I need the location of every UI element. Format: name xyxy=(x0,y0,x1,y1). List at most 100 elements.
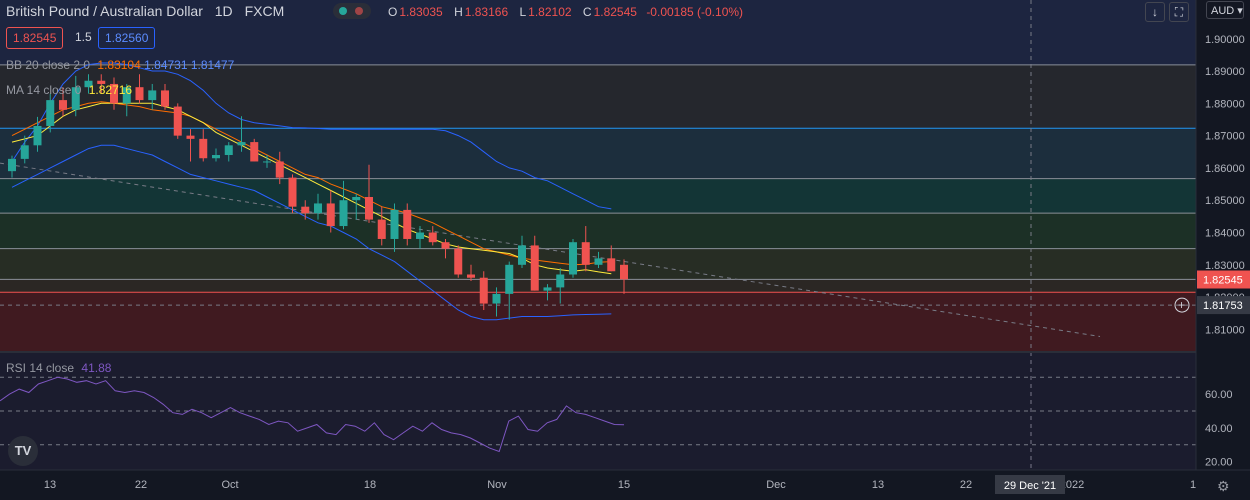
candle-body xyxy=(199,138,208,159)
rsi-legend[interactable]: RSI 14 close 41.88 xyxy=(6,361,111,375)
candle-body xyxy=(620,264,628,280)
bb-upper-value: 1.84731 xyxy=(144,58,188,72)
ma-value: 1.82716 xyxy=(88,83,133,97)
bb-legend[interactable]: BB 20 close 2 0 1.83104 1.84731 1.81477 xyxy=(6,58,234,72)
candle-body xyxy=(594,258,603,265)
candle-body xyxy=(339,200,348,227)
open-value: 1.83035 xyxy=(399,5,443,19)
chart-header: British Pound / Australian Dollar 1D FXC… xyxy=(6,3,284,19)
price-tick-label: 1.90000 xyxy=(1205,34,1245,46)
rsi-tick-label: 20.00 xyxy=(1205,457,1233,469)
candle-body xyxy=(288,177,297,207)
candle-body xyxy=(46,100,55,126)
candle-body xyxy=(365,196,373,220)
level-zone xyxy=(0,213,1196,249)
ohlc-values: O 1.83035 H 1.83166 L 1.82102 C 1.82545 -0.0… xyxy=(388,5,745,19)
status-dot-icon xyxy=(355,7,363,15)
gear-icon[interactable]: ⚙ xyxy=(1217,478,1230,494)
bb-lower-value: 1.81477 xyxy=(190,58,235,72)
candle-body xyxy=(428,232,437,243)
price-tick-label: 1.81000 xyxy=(1205,324,1245,336)
candle-body xyxy=(212,155,220,159)
candle-body xyxy=(416,232,424,239)
candle-body xyxy=(173,106,182,136)
candle-body xyxy=(556,274,565,288)
crosshair-price-badge xyxy=(1197,296,1250,315)
candle-body xyxy=(148,90,157,101)
time-tick-label: 2022 xyxy=(1060,479,1084,491)
price-tick-label: 1.86000 xyxy=(1205,163,1245,175)
candle-body xyxy=(250,142,259,162)
plus-icon: + xyxy=(1178,298,1185,312)
candle-body xyxy=(581,242,590,265)
level-zone xyxy=(0,292,1196,352)
candle-body xyxy=(275,161,284,178)
candle-body xyxy=(403,209,412,239)
time-tick-label: Dec xyxy=(766,479,786,491)
candle-body xyxy=(84,80,93,88)
add-alert-icon xyxy=(1174,297,1190,313)
crosshair-date-label: 29 Dec '21 xyxy=(1004,480,1056,492)
rsi-name: RSI 14 close xyxy=(6,361,75,375)
price-axis-background xyxy=(1196,0,1250,470)
bb-name: BB 20 close 2 0 xyxy=(6,58,91,72)
candle-body xyxy=(492,293,501,304)
close-label: C xyxy=(582,5,592,19)
buy-price-box[interactable]: 1.82560 xyxy=(98,27,156,49)
candle-body xyxy=(569,242,577,275)
market-status-toggle[interactable] xyxy=(333,3,371,19)
candle-body xyxy=(237,142,246,146)
high-value: 1.83166 xyxy=(464,5,509,19)
candle-body xyxy=(97,80,106,84)
candle-body xyxy=(71,87,80,110)
candle-body xyxy=(352,196,361,201)
ma-legend[interactable]: MA 14 close 0 1.82716 xyxy=(6,83,132,97)
bb-upper-line xyxy=(11,62,612,210)
level-zone xyxy=(0,128,1196,179)
candle-body xyxy=(314,203,322,214)
candle-body xyxy=(441,242,450,249)
time-tick-label: 18 xyxy=(364,479,376,491)
candle-body xyxy=(20,145,29,159)
price-tick-label: 1.87000 xyxy=(1205,131,1245,143)
level-zone xyxy=(0,64,1196,129)
time-tick-label: 22 xyxy=(135,479,147,491)
arrow-down-icon[interactable]: ↓ xyxy=(1145,2,1165,22)
time-tick-label: 22 xyxy=(960,479,972,491)
candle-body xyxy=(110,83,118,104)
candle-body xyxy=(543,287,552,291)
price-tick-label: 1.84000 xyxy=(1205,228,1245,240)
last-price-label: 1.82545 xyxy=(1203,275,1243,287)
candle-body xyxy=(59,100,67,110)
rsi-pane-background xyxy=(0,352,1196,470)
candle-body xyxy=(301,206,310,214)
interval-label[interactable]: 1D xyxy=(214,3,233,19)
price-tick-label: 1.88000 xyxy=(1205,98,1245,110)
close-value: 1.82545 xyxy=(593,5,637,19)
level-zone xyxy=(0,0,1196,65)
symbol-name[interactable]: British Pound / Australian Dollar xyxy=(6,3,203,19)
bb-lower-line xyxy=(11,144,612,321)
level-zone xyxy=(0,279,1196,293)
currency-label: AUD xyxy=(1211,5,1235,17)
bb-basis-value: 1.83104 xyxy=(97,58,141,72)
time-tick-label: 13 xyxy=(44,479,56,491)
candle-body xyxy=(224,145,233,156)
last-price-badge xyxy=(1197,270,1250,289)
rsi-tick-label: 60.00 xyxy=(1205,389,1233,401)
trend-line xyxy=(0,162,1101,337)
high-label: H xyxy=(454,5,463,19)
price-tick-label: 1.83000 xyxy=(1205,260,1245,272)
candle-body xyxy=(607,258,616,272)
candle-body xyxy=(390,209,399,239)
candle-body xyxy=(33,125,42,146)
currency-select[interactable]: AUD ▾ xyxy=(1206,1,1244,19)
open-label: O xyxy=(388,5,398,19)
maximize-icon[interactable]: ⛶ xyxy=(1169,2,1189,22)
candle-body xyxy=(454,248,463,275)
time-tick-label: Oct xyxy=(221,479,238,491)
candle-body xyxy=(161,90,169,107)
crosshair-price-label: 1.81753 xyxy=(1203,300,1243,312)
sell-price-box[interactable]: 1.82545 xyxy=(6,27,64,49)
